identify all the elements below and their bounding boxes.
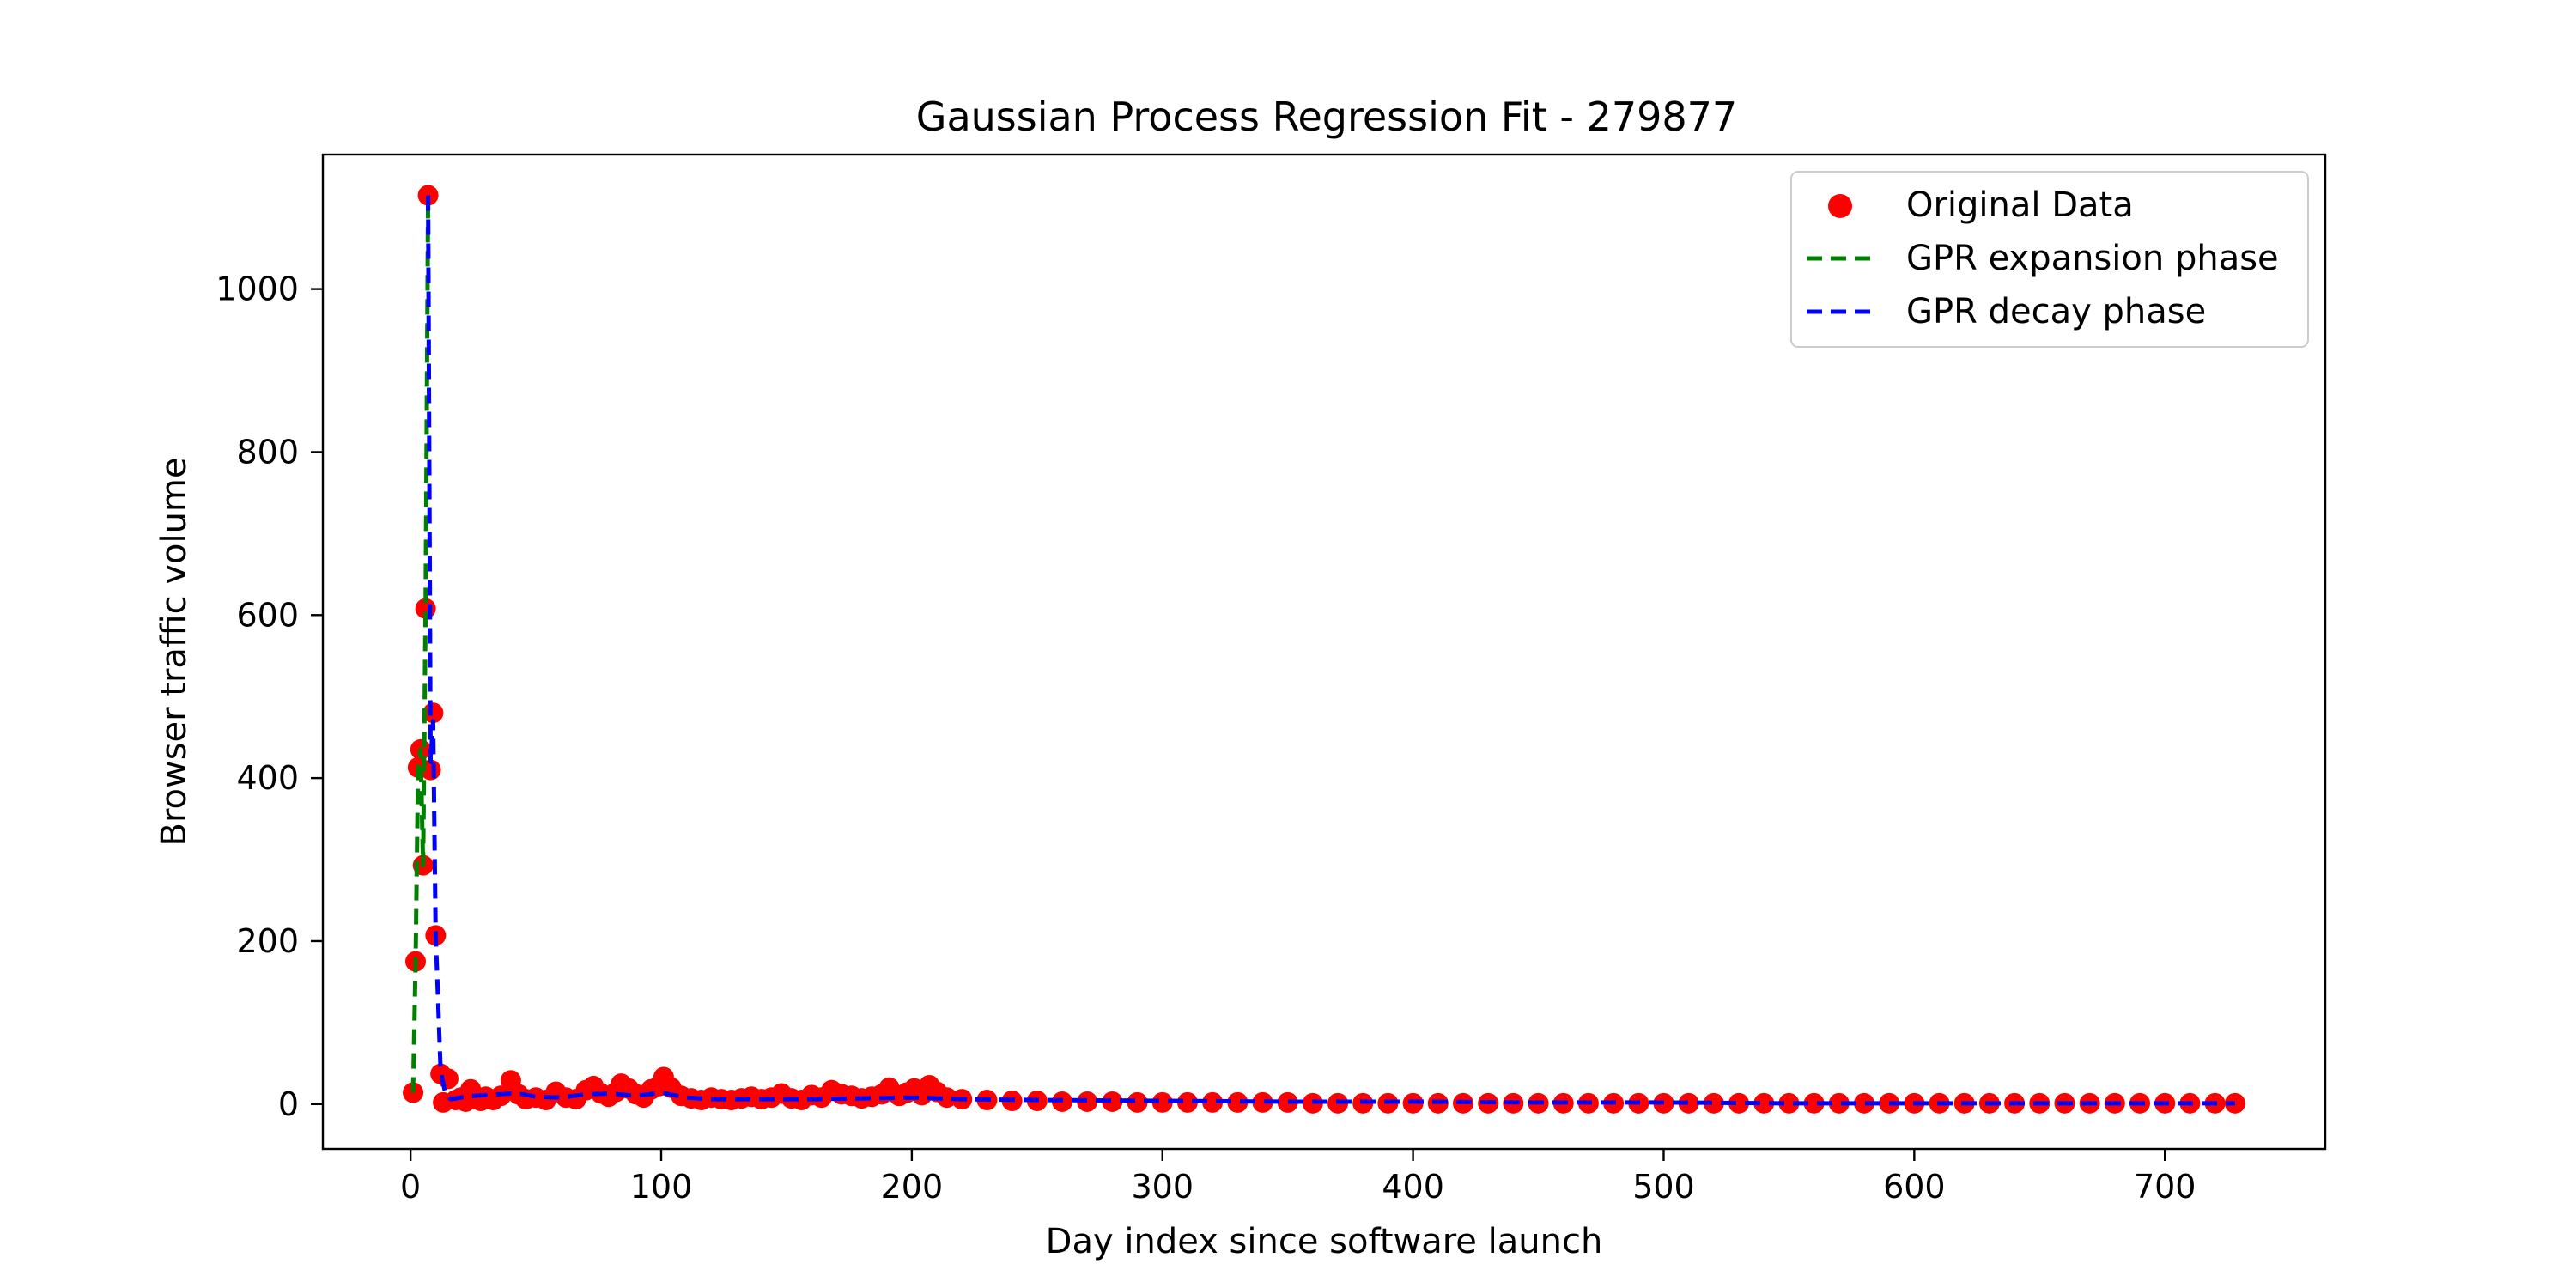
y-tick-label: 800	[236, 433, 299, 471]
original-data-point	[1077, 1091, 1098, 1112]
original-data-point	[1277, 1091, 1298, 1113]
x-axis-label: Day index since software launch	[1046, 1222, 1603, 1261]
original-data-point	[1176, 1091, 1198, 1113]
legend-label-gpr-expansion: GPR expansion phase	[1906, 239, 2279, 278]
original-data-point	[1202, 1091, 1224, 1113]
original-data-point	[1227, 1091, 1249, 1113]
series-layer	[403, 185, 2245, 1114]
x-tick-label: 700	[2134, 1168, 2196, 1206]
original-data-point	[1703, 1092, 1724, 1114]
original-data-point	[1678, 1092, 1699, 1114]
original-data-point	[1778, 1092, 1800, 1114]
original-data-point	[1151, 1091, 1173, 1113]
legend-label-gpr-decay: GPR decay phase	[1906, 292, 2206, 331]
original-data-point	[1753, 1092, 1775, 1114]
x-tick-label: 100	[630, 1168, 693, 1206]
x-axis: 0 100 200 300 400 500 600 700	[400, 1149, 2196, 1206]
original-data-point	[1828, 1092, 1850, 1114]
chart-title: Gaussian Process Regression Fit - 279877	[916, 94, 1737, 140]
original-data-point	[1252, 1091, 1273, 1113]
original-data-point	[1102, 1091, 1123, 1112]
original-data-point	[422, 702, 444, 724]
legend: Original Data GPR expansion phase GPR de…	[1790, 171, 2309, 348]
legend-label-original-data: Original Data	[1906, 185, 2134, 225]
x-tick-label: 500	[1632, 1168, 1695, 1206]
original-data-point	[936, 1087, 957, 1109]
x-tick-label: 300	[1131, 1168, 1194, 1206]
y-axis: 0 200 400 600 800 1000	[216, 270, 323, 1123]
gpr-decay-line	[426, 195, 2235, 1106]
x-tick-label: 400	[1382, 1168, 1444, 1206]
legend-marker-original-data	[1828, 194, 1852, 218]
y-tick-label: 400	[236, 759, 299, 797]
original-data-point	[1728, 1092, 1750, 1114]
y-axis-label: Browser traffic volume	[155, 457, 194, 846]
original-data-point	[417, 185, 439, 206]
y-tick-label: 0	[278, 1085, 299, 1123]
legend-box	[1790, 171, 2309, 348]
original-data-point	[1853, 1092, 1874, 1114]
plot-frame	[321, 153, 2327, 1151]
x-tick-label: 0	[400, 1168, 421, 1206]
y-tick-label: 1000	[216, 270, 299, 308]
original-data-point	[1127, 1091, 1148, 1113]
x-tick-label: 200	[881, 1168, 944, 1206]
x-tick-label: 600	[1883, 1168, 1946, 1206]
original-data-point	[1803, 1092, 1825, 1114]
y-tick-label: 600	[236, 596, 299, 634]
plot-area: 0 100 200 300 400 500 600 700 0 200 400 600 800 1000	[216, 153, 2327, 1206]
y-tick-label: 200	[236, 922, 299, 960]
gpr-expansion-line	[410, 195, 431, 1093]
